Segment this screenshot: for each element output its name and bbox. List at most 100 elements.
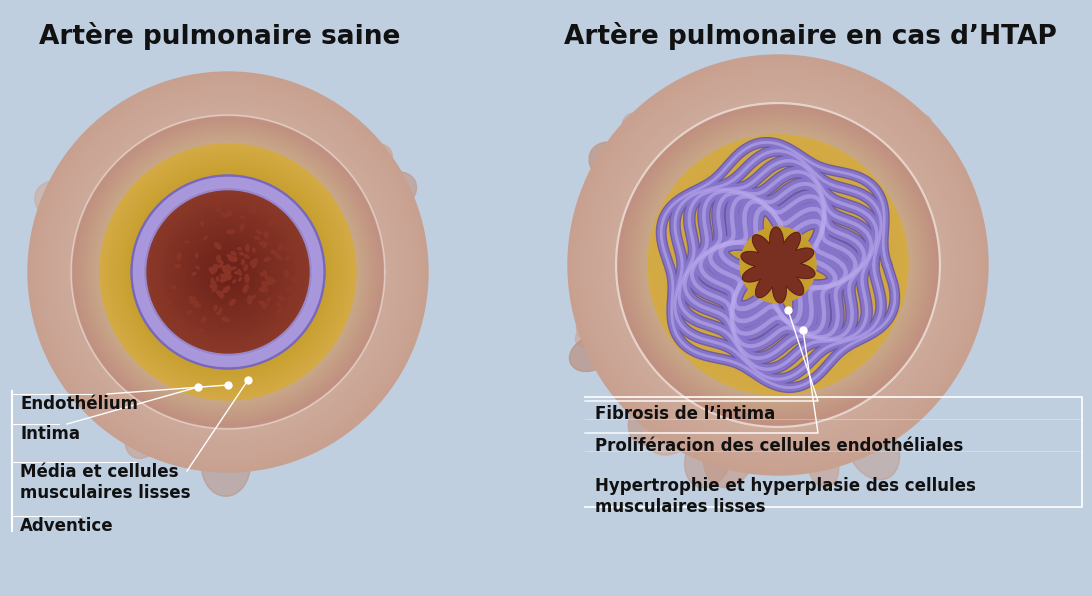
Circle shape [631,118,925,412]
Circle shape [714,201,842,329]
Circle shape [748,235,808,295]
Ellipse shape [211,278,214,283]
Circle shape [85,129,371,415]
Circle shape [711,198,845,332]
Circle shape [668,155,888,375]
Circle shape [153,197,304,347]
Circle shape [159,203,297,341]
Circle shape [120,164,336,380]
Circle shape [145,189,311,355]
Circle shape [691,178,865,352]
Circle shape [81,125,376,420]
Circle shape [624,110,933,420]
Circle shape [201,244,256,299]
Ellipse shape [216,291,222,297]
Ellipse shape [259,301,265,306]
Circle shape [61,105,395,439]
Circle shape [136,181,319,364]
Ellipse shape [812,114,863,175]
Circle shape [593,79,963,451]
Circle shape [132,176,323,368]
Ellipse shape [898,162,935,195]
Ellipse shape [696,365,745,426]
Circle shape [729,216,827,314]
Circle shape [98,142,358,402]
Ellipse shape [252,205,257,213]
Circle shape [83,127,373,417]
Ellipse shape [288,295,293,303]
Circle shape [662,149,894,381]
Ellipse shape [192,272,195,275]
Circle shape [756,243,800,287]
Circle shape [610,98,946,432]
Circle shape [618,105,938,425]
Circle shape [572,60,984,470]
Circle shape [575,63,981,467]
Ellipse shape [250,375,298,433]
Ellipse shape [126,416,162,458]
Circle shape [39,83,416,461]
Ellipse shape [186,241,189,243]
Circle shape [222,265,235,279]
Circle shape [769,256,787,274]
Circle shape [643,130,913,400]
Circle shape [80,124,376,420]
Circle shape [129,173,327,371]
Ellipse shape [181,87,223,140]
Circle shape [775,262,781,268]
Circle shape [627,114,929,416]
Circle shape [100,144,356,400]
Circle shape [705,192,851,338]
Circle shape [212,256,245,288]
Text: Fibrosis de l’intima: Fibrosis de l’intima [595,405,775,423]
Circle shape [213,257,244,287]
Circle shape [105,149,352,395]
Circle shape [36,80,419,464]
Ellipse shape [217,255,221,262]
Circle shape [740,227,816,303]
Circle shape [630,117,926,414]
Ellipse shape [272,250,277,254]
Circle shape [80,123,377,421]
Ellipse shape [287,306,292,311]
Circle shape [91,135,365,409]
Ellipse shape [685,426,733,488]
Ellipse shape [216,312,221,315]
Ellipse shape [213,264,217,272]
Ellipse shape [179,80,229,145]
Circle shape [646,134,910,396]
Circle shape [590,76,966,454]
Circle shape [687,174,869,356]
Circle shape [190,234,266,311]
Circle shape [68,112,388,432]
Ellipse shape [252,248,254,252]
Circle shape [638,124,918,406]
Ellipse shape [900,195,954,238]
Ellipse shape [249,210,253,213]
Circle shape [81,125,375,419]
Circle shape [626,113,929,417]
Circle shape [678,165,878,365]
Ellipse shape [224,110,260,157]
Circle shape [131,175,325,369]
Circle shape [192,236,263,308]
Circle shape [111,155,345,389]
Circle shape [51,95,405,449]
Circle shape [44,88,413,457]
Circle shape [703,191,852,339]
Circle shape [642,129,914,401]
Circle shape [74,118,382,426]
Circle shape [640,127,916,403]
Ellipse shape [269,222,275,225]
Circle shape [111,156,344,389]
Circle shape [217,261,239,283]
Circle shape [722,209,834,322]
Circle shape [93,136,364,408]
Circle shape [750,237,806,293]
Ellipse shape [245,254,249,258]
Circle shape [757,244,799,286]
Circle shape [209,253,247,291]
Circle shape [648,135,909,395]
Ellipse shape [290,134,346,192]
Ellipse shape [177,253,181,260]
